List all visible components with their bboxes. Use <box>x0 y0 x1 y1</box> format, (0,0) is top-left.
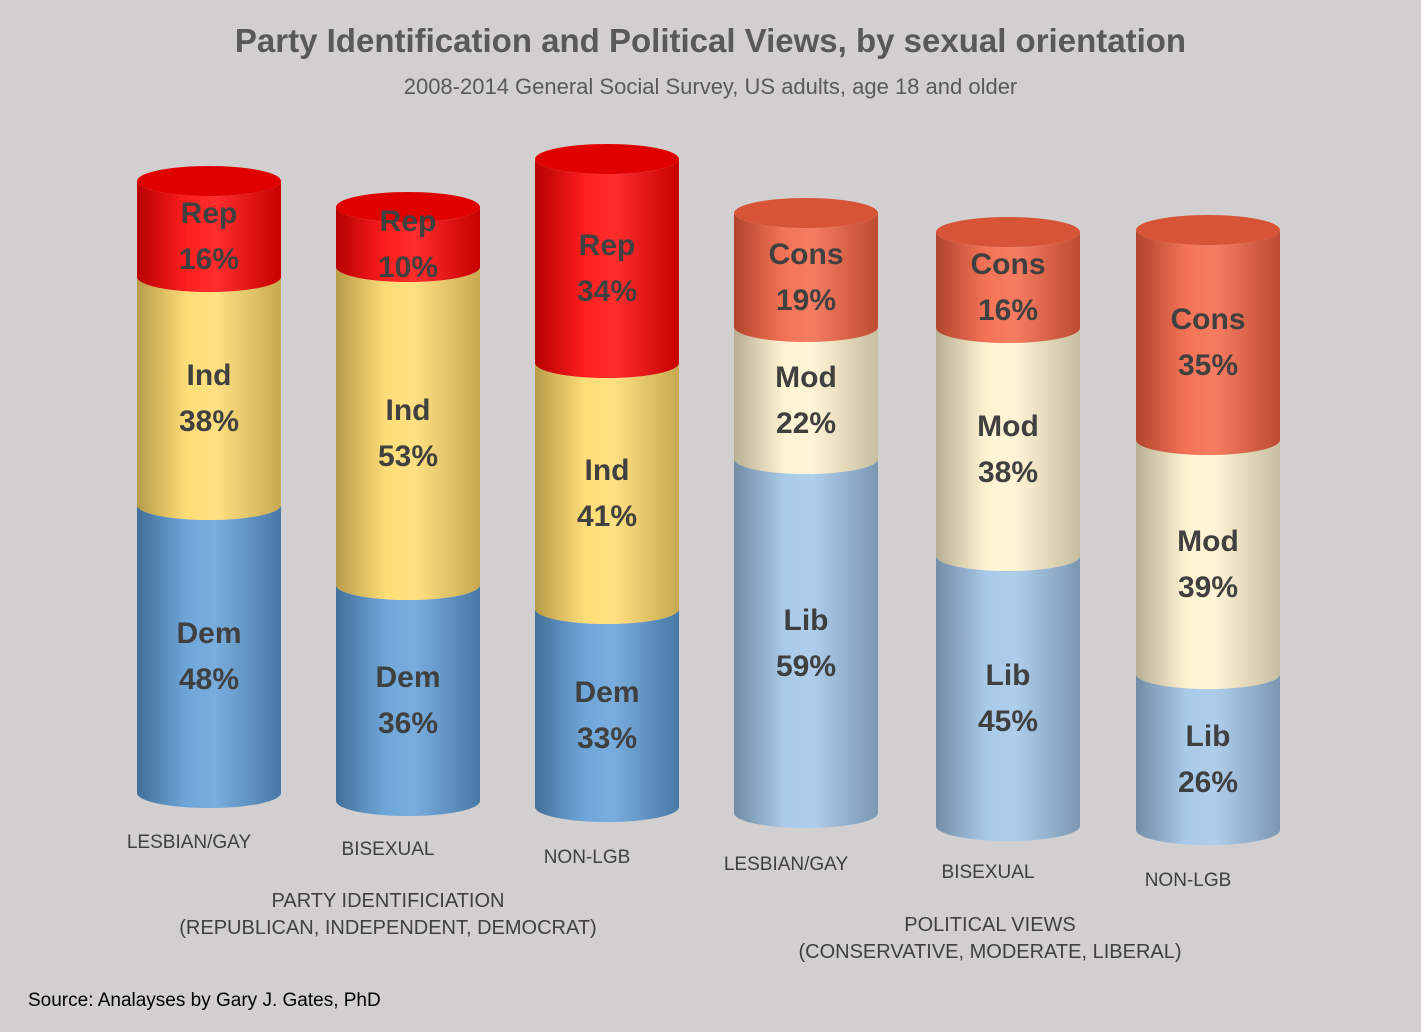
bar-5: Lib 45% Mod 38% Cons 16% <box>936 217 1080 841</box>
bar-segment-mod <box>936 328 1080 571</box>
segment-value-label: 22% <box>776 407 836 440</box>
bar-1: Dem 48% Ind 38% Rep 16% <box>137 166 281 808</box>
category-label: BISEXUAL <box>942 862 1035 883</box>
bar-segment-dem <box>535 609 679 822</box>
chart-title: Party Identification and Political Views… <box>234 22 1187 59</box>
bar-segment-ind <box>336 267 480 600</box>
segment-value-label: 36% <box>378 707 438 740</box>
bar-segment-rep <box>336 207 480 282</box>
source-note: Source: Analayses by Gary J. Gates, PhD <box>28 990 381 1011</box>
segment-value-label: 10% <box>378 251 438 284</box>
bar-segment-lib <box>1136 674 1280 845</box>
bar-segment-rep <box>137 181 281 292</box>
segment-name-label: Dem <box>375 661 440 694</box>
bar-segment-ind <box>137 277 281 520</box>
views-group-label-line2: (CONSERVATIVE, MODERATE, LIBERAL) <box>798 941 1182 963</box>
segment-name-label: Ind <box>585 454 630 487</box>
segment-value-label: 16% <box>179 243 239 276</box>
bar-2: Dem 36% Ind 53% Rep 10% <box>336 192 480 816</box>
bar-4: Lib 59% Mod 22% Cons 19% <box>734 198 878 828</box>
bar-segment-cons <box>734 213 878 342</box>
segment-name-label: Rep <box>380 205 437 238</box>
bar-segment-dem <box>137 505 281 808</box>
segment-name-label: Ind <box>187 359 232 392</box>
segment-value-label: 33% <box>577 722 637 755</box>
category-label: NON-LGB <box>544 847 631 868</box>
segment-name-label: Lib <box>1186 720 1231 753</box>
bar-top-cap <box>535 144 679 174</box>
segment-value-label: 34% <box>577 275 637 308</box>
segment-name-label: Rep <box>579 229 636 262</box>
segment-name-label: Ind <box>386 394 431 427</box>
category-label: NON-LGB <box>1145 870 1232 891</box>
segment-name-label: Cons <box>1171 303 1246 336</box>
segment-value-label: 45% <box>978 705 1038 738</box>
segment-name-label: Cons <box>971 248 1046 281</box>
party-group-label-line2: (REPUBLICAN, INDEPENDENT, DEMOCRAT) <box>179 917 597 939</box>
bar-top-cap <box>137 166 281 196</box>
party-group-label-line1: PARTY IDENTIFICIATION <box>271 890 505 912</box>
segment-name-label: Lib <box>986 659 1031 692</box>
category-label: BISEXUAL <box>342 839 435 860</box>
segment-value-label: 38% <box>179 405 239 438</box>
bar-top-cap <box>336 192 480 222</box>
bar-segment-dem <box>336 585 480 816</box>
segment-name-label: Dem <box>574 676 639 709</box>
segment-name-label: Mod <box>977 410 1039 443</box>
bar-6: Lib 26% Mod 39% Cons 35% <box>1136 215 1280 845</box>
segment-value-label: 41% <box>577 500 637 533</box>
views-group-label: POLITICAL VIEWS (CONSERVATIVE, MODERATE,… <box>690 912 1290 966</box>
segment-name-label: Rep <box>181 197 238 230</box>
segment-name-label: Lib <box>784 604 829 637</box>
bar-segment-lib <box>936 556 1080 841</box>
segment-name-label: Dem <box>176 617 241 650</box>
segment-value-label: 16% <box>978 294 1038 327</box>
bar-segment-mod <box>734 327 878 474</box>
bar-top-cap <box>734 198 878 228</box>
segment-value-label: 35% <box>1178 349 1238 382</box>
segment-name-label: Mod <box>775 361 837 394</box>
segment-value-label: 26% <box>1178 766 1238 799</box>
segment-name-label: Mod <box>1177 525 1239 558</box>
chart-subtitle: 2008-2014 General Social Survey, US adul… <box>403 74 1018 99</box>
segment-value-label: 19% <box>776 284 836 317</box>
category-label: LESBIAN/GAY <box>127 832 252 853</box>
bar-3: Dem 33% Ind 41% Rep 34% <box>535 144 679 822</box>
segment-value-label: 39% <box>1178 571 1238 604</box>
bar-segment-rep <box>535 159 679 378</box>
views-group-label-line1: POLITICAL VIEWS <box>904 914 1076 936</box>
party-group-label: PARTY IDENTIFICIATION (REPUBLICAN, INDEP… <box>88 888 688 942</box>
segment-value-label: 53% <box>378 440 438 473</box>
bar-top-cap <box>936 217 1080 247</box>
bar-segment-lib <box>734 459 878 828</box>
bar-segment-cons <box>936 232 1080 343</box>
segment-value-label: 59% <box>776 650 836 683</box>
segment-value-label: 48% <box>179 663 239 696</box>
category-label: LESBIAN/GAY <box>724 854 849 875</box>
bar-segment-mod <box>1136 440 1280 689</box>
bar-top-cap <box>1136 215 1280 245</box>
bar-segment-ind <box>535 363 679 624</box>
segment-value-label: 38% <box>978 456 1038 489</box>
segment-name-label: Cons <box>769 238 844 271</box>
bar-segment-cons <box>1136 230 1280 455</box>
